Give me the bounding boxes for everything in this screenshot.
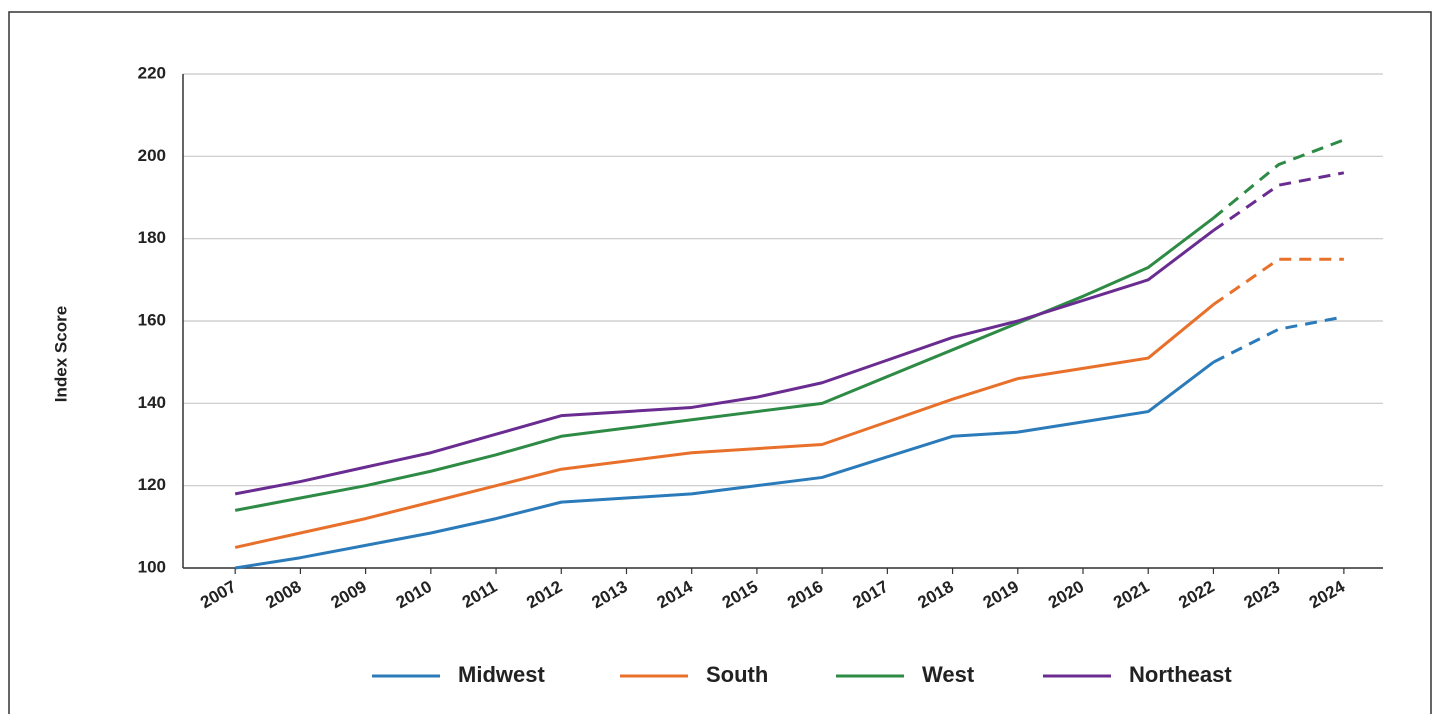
legend-label: Midwest bbox=[458, 662, 545, 687]
y-tick-label: 200 bbox=[138, 146, 166, 165]
x-tick-label: 2020 bbox=[1045, 577, 1087, 612]
x-tick-label: 2014 bbox=[654, 577, 697, 613]
y-axis-label: Index Score bbox=[51, 306, 70, 402]
y-tick-label: 120 bbox=[138, 475, 166, 494]
x-tick-label: 2007 bbox=[197, 577, 239, 612]
series-line bbox=[234, 360, 1215, 570]
x-tick-label: 2023 bbox=[1241, 577, 1283, 612]
x-tick-label: 2022 bbox=[1175, 577, 1217, 612]
series-line bbox=[234, 229, 1215, 496]
x-tick-label: 2010 bbox=[393, 577, 435, 612]
x-tick-label: 2018 bbox=[915, 577, 957, 612]
projected-line bbox=[1212, 171, 1345, 232]
series-line bbox=[234, 216, 1215, 512]
x-tick-label: 2024 bbox=[1306, 577, 1349, 613]
x-tick-label: 2011 bbox=[459, 577, 500, 612]
frame bbox=[8, 11, 1432, 714]
x-tick-label: 2013 bbox=[588, 577, 630, 612]
x-tick-label: 2012 bbox=[523, 577, 565, 612]
x-tick-label: 2019 bbox=[980, 577, 1022, 612]
y-tick-label: 160 bbox=[138, 310, 166, 329]
x-tick-label: 2017 bbox=[849, 577, 891, 612]
legend-label: Northeast bbox=[1129, 662, 1232, 687]
x-tick-label: 2009 bbox=[328, 577, 370, 612]
legend-label: West bbox=[922, 662, 975, 687]
x-tick-label: 2015 bbox=[719, 577, 761, 612]
x-tick-label: 2021 bbox=[1110, 577, 1152, 612]
y-tick-label: 140 bbox=[138, 393, 166, 412]
series-line bbox=[234, 303, 1215, 549]
x-tick-label: 2008 bbox=[262, 577, 304, 612]
y-tick-label: 100 bbox=[138, 557, 166, 576]
projected-line bbox=[1212, 315, 1345, 364]
x-tick-label: 2016 bbox=[784, 577, 826, 612]
legend-label: South bbox=[706, 662, 768, 687]
projected-line bbox=[1212, 138, 1345, 220]
y-tick-label: 220 bbox=[138, 63, 166, 82]
projected-line bbox=[1212, 257, 1344, 306]
y-tick-label: 180 bbox=[138, 228, 166, 247]
